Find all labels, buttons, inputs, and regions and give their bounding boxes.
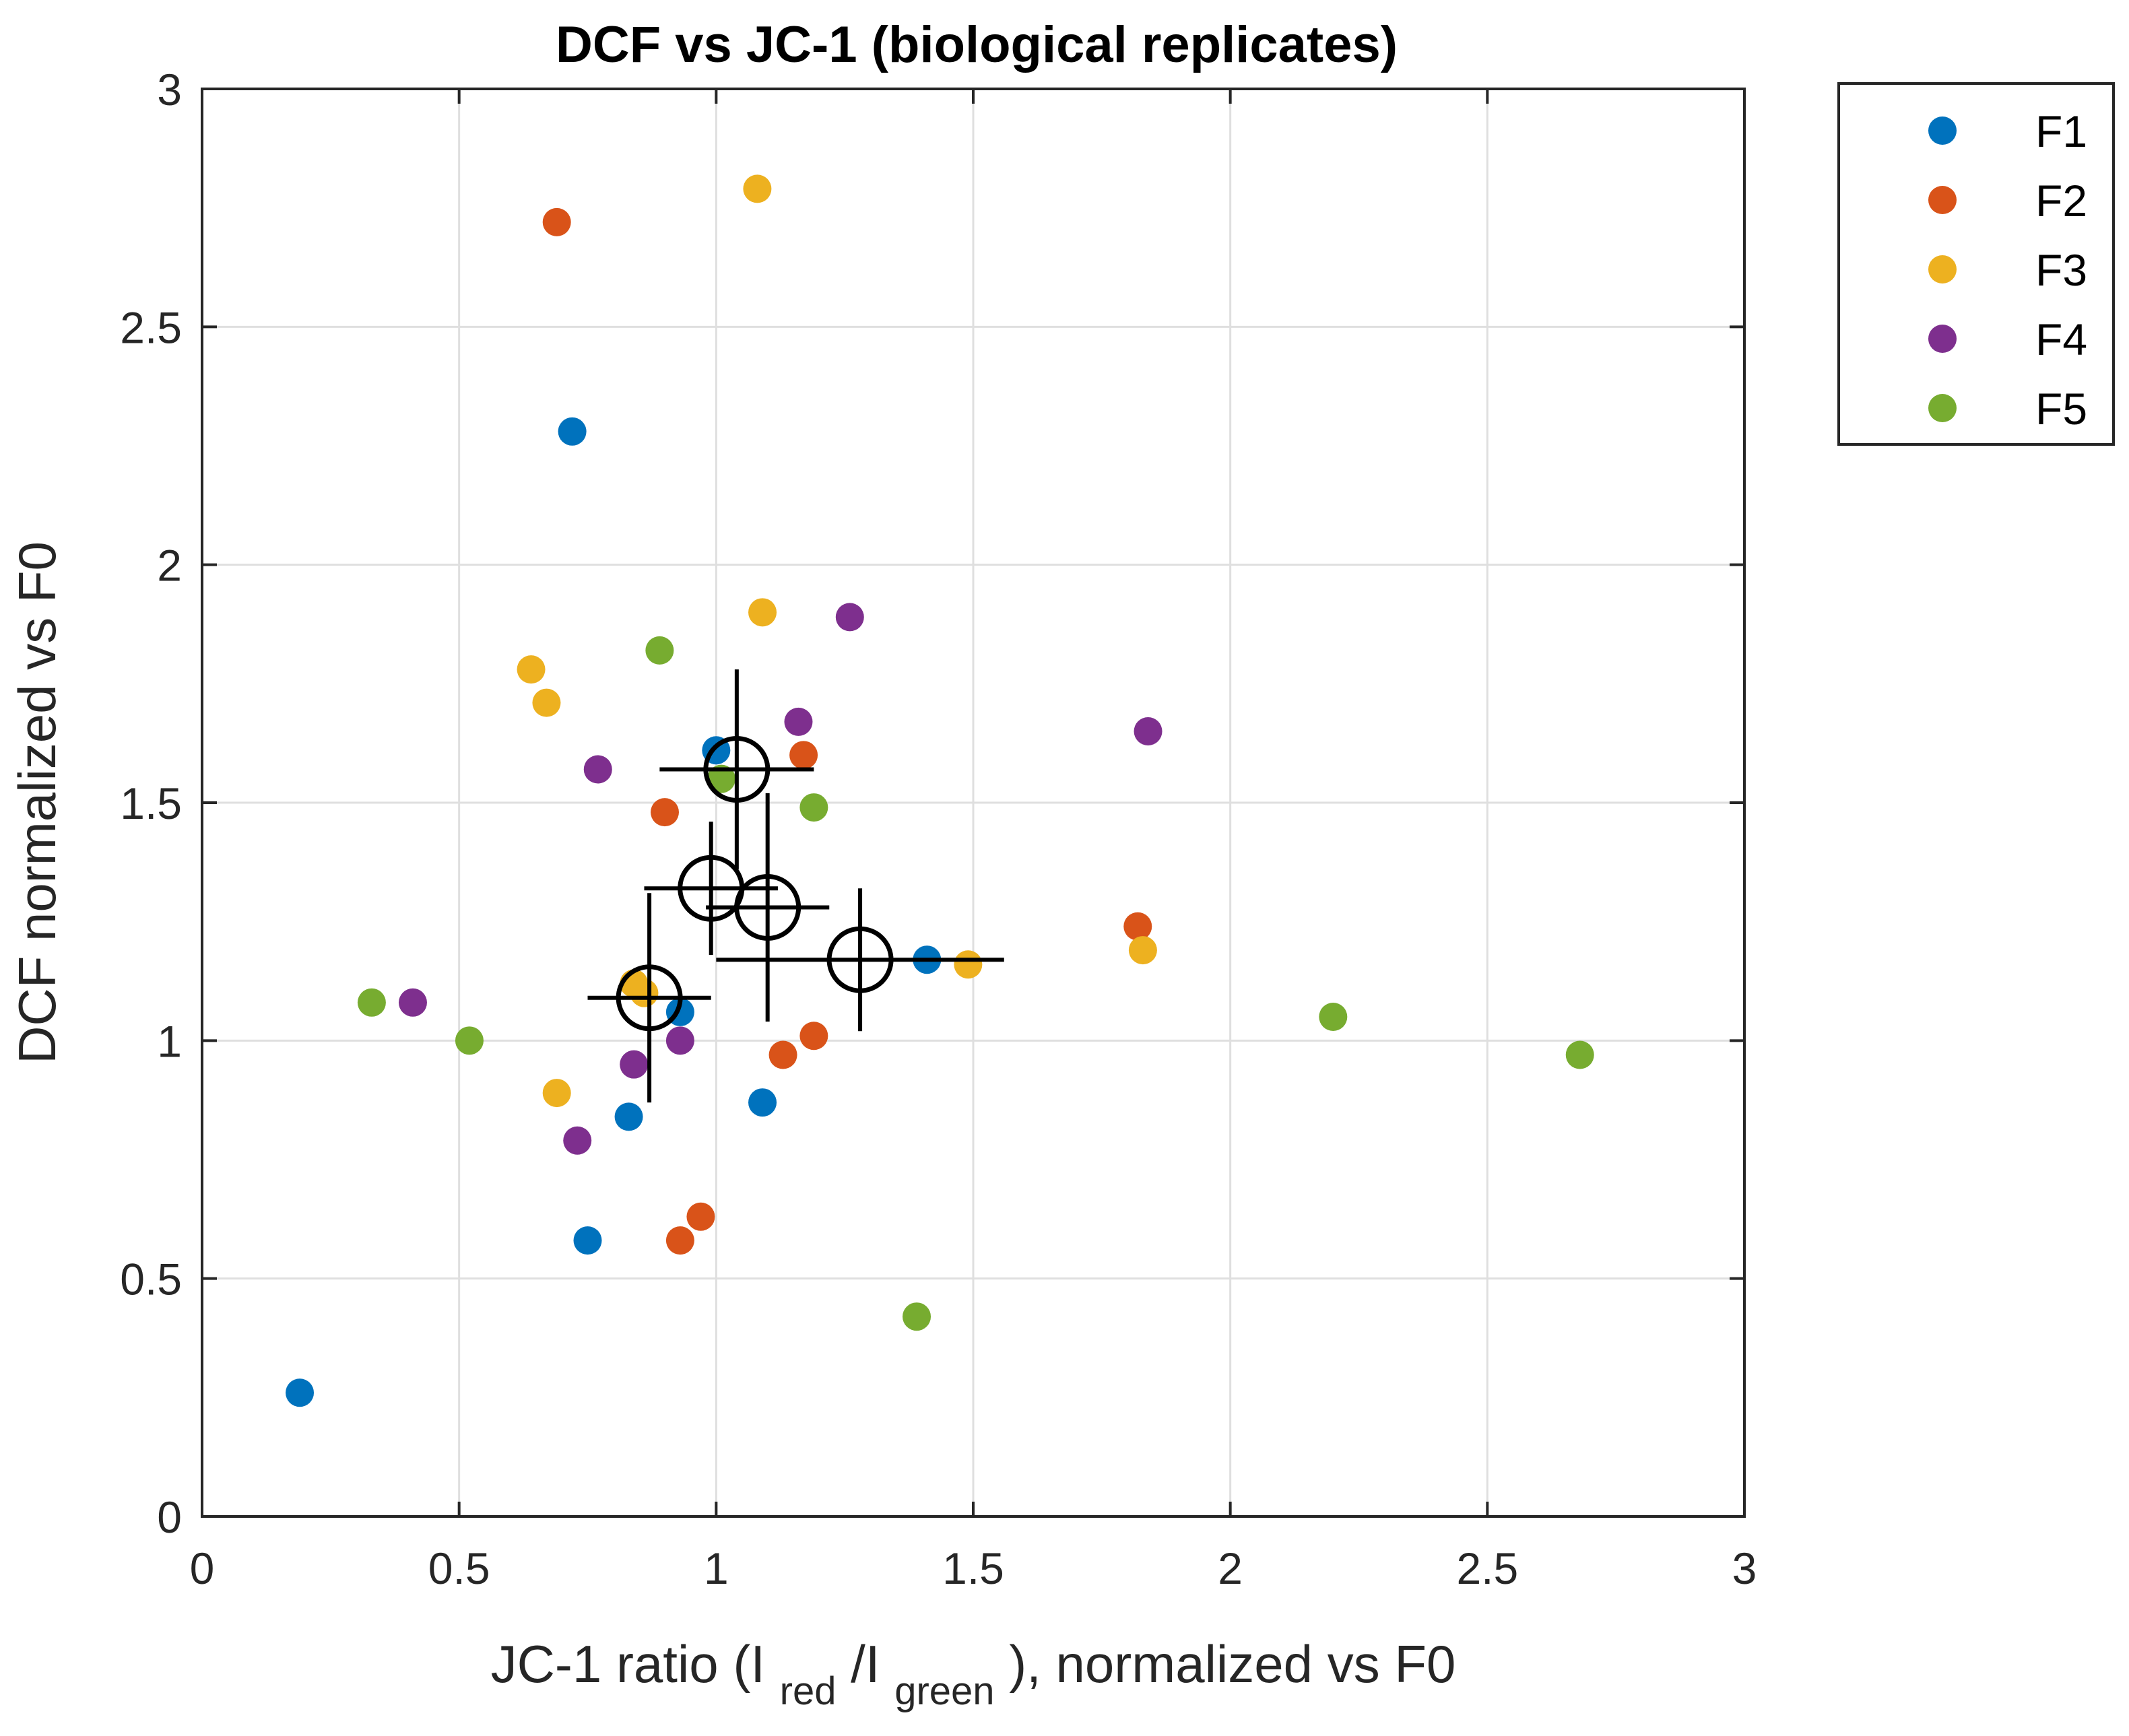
data-point-f5 xyxy=(1319,1003,1348,1031)
data-point-f2 xyxy=(651,798,679,827)
y-tick-label: 0.5 xyxy=(120,1255,182,1304)
data-point-f4 xyxy=(563,1126,592,1155)
data-point-f1 xyxy=(748,1088,777,1117)
y-tick-label: 1 xyxy=(157,1016,182,1066)
x-axis-label-subscript-red: red xyxy=(780,1669,837,1713)
data-point-f3 xyxy=(517,655,546,684)
mean-marker xyxy=(703,736,771,803)
mean-marker xyxy=(826,926,894,993)
data-point-f5 xyxy=(707,764,735,793)
x-tick-label: 3 xyxy=(1732,1543,1757,1593)
data-point-f2 xyxy=(1123,912,1152,941)
y-tick-label: 2.5 xyxy=(120,302,182,352)
data-point-f3 xyxy=(748,598,777,627)
data-point-f4 xyxy=(835,603,864,632)
legend-marker-f2 xyxy=(1928,186,1957,214)
x-axis-label-mid: /I xyxy=(851,1634,880,1694)
data-point-f2 xyxy=(799,1022,828,1050)
x-tick-label: 0 xyxy=(190,1543,215,1593)
data-point-f1 xyxy=(573,1226,602,1255)
data-point-f2 xyxy=(665,1226,694,1255)
y-axis-label: DCF normalized vs F0 xyxy=(7,541,67,1064)
x-tick-label: 0.5 xyxy=(428,1543,490,1593)
data-point-f5 xyxy=(357,988,386,1017)
ticks-layer: 0 0.5 1 1.5 2 2.5 3 0 0.5 1 1.5 2 2.5 3 xyxy=(120,65,1757,1593)
y-tick-label: 0 xyxy=(157,1492,182,1542)
data-point-f5 xyxy=(1565,1040,1594,1069)
data-point-f2 xyxy=(789,741,818,770)
legend-label-f5: F5 xyxy=(2035,384,2087,434)
data-point-f3 xyxy=(532,688,561,717)
x-tick-label: 2.5 xyxy=(1456,1543,1518,1593)
data-point-f4 xyxy=(1134,717,1162,745)
legend-label-f2: F2 xyxy=(2035,176,2087,226)
data-point-f4 xyxy=(620,1050,649,1079)
data-point-f4 xyxy=(583,755,612,784)
data-point-f2 xyxy=(686,1202,715,1231)
x-axis-label-prefix: JC-1 ratio (I xyxy=(491,1634,765,1694)
data-point-f2 xyxy=(542,207,571,236)
data-point-f5 xyxy=(799,793,828,822)
data-point-f5 xyxy=(903,1302,931,1331)
mean-marker xyxy=(616,964,683,1032)
y-tick-label: 1.5 xyxy=(120,778,182,828)
data-point-f3 xyxy=(630,978,659,1007)
data-point-f3 xyxy=(542,1079,571,1108)
legend-label-f1: F1 xyxy=(2035,106,2087,156)
data-point-f1 xyxy=(558,417,587,446)
y-tick-label: 2 xyxy=(157,541,182,591)
legend-box xyxy=(1837,82,2115,446)
legend-label-f4: F4 xyxy=(2035,314,2087,364)
y-tick-label: 3 xyxy=(157,65,182,114)
data-point-f4 xyxy=(784,707,813,736)
chart-title: DCF vs JC-1 (biological replicates) xyxy=(556,16,1398,73)
data-point-f2 xyxy=(768,1040,797,1069)
legend-marker-f1 xyxy=(1928,116,1957,145)
mean-marker xyxy=(734,873,801,941)
legend-marker-f4 xyxy=(1928,325,1957,353)
x-tick-label: 1.5 xyxy=(942,1543,1004,1593)
grid-layer xyxy=(202,89,1744,1516)
legend-marker-f5 xyxy=(1928,394,1957,422)
legend-marker-f3 xyxy=(1928,255,1957,283)
data-point-f5 xyxy=(645,636,674,665)
data-point-f3 xyxy=(954,950,983,979)
x-tick-label: 2 xyxy=(1218,1543,1243,1593)
x-axis-label-subscript-green: green xyxy=(894,1669,994,1713)
data-point-f5 xyxy=(455,1026,484,1055)
data-point-f1 xyxy=(614,1102,643,1131)
x-axis-label-suffix: ), normalized vs F0 xyxy=(1009,1634,1455,1694)
data-point-f1 xyxy=(286,1378,315,1407)
data-point-f3 xyxy=(1128,936,1157,965)
data-point-f4 xyxy=(665,1026,694,1055)
data-point-f3 xyxy=(743,174,772,203)
legend-label-f3: F3 xyxy=(2035,245,2087,295)
data-point-f4 xyxy=(398,988,427,1017)
means-layer xyxy=(587,669,1004,1103)
x-tick-label: 1 xyxy=(704,1543,729,1593)
legend: F1 F2 F3 F4 F5 xyxy=(1837,82,2115,446)
x-axis-label: JC-1 ratio (I red /I green ), normalized… xyxy=(491,1634,1456,1713)
